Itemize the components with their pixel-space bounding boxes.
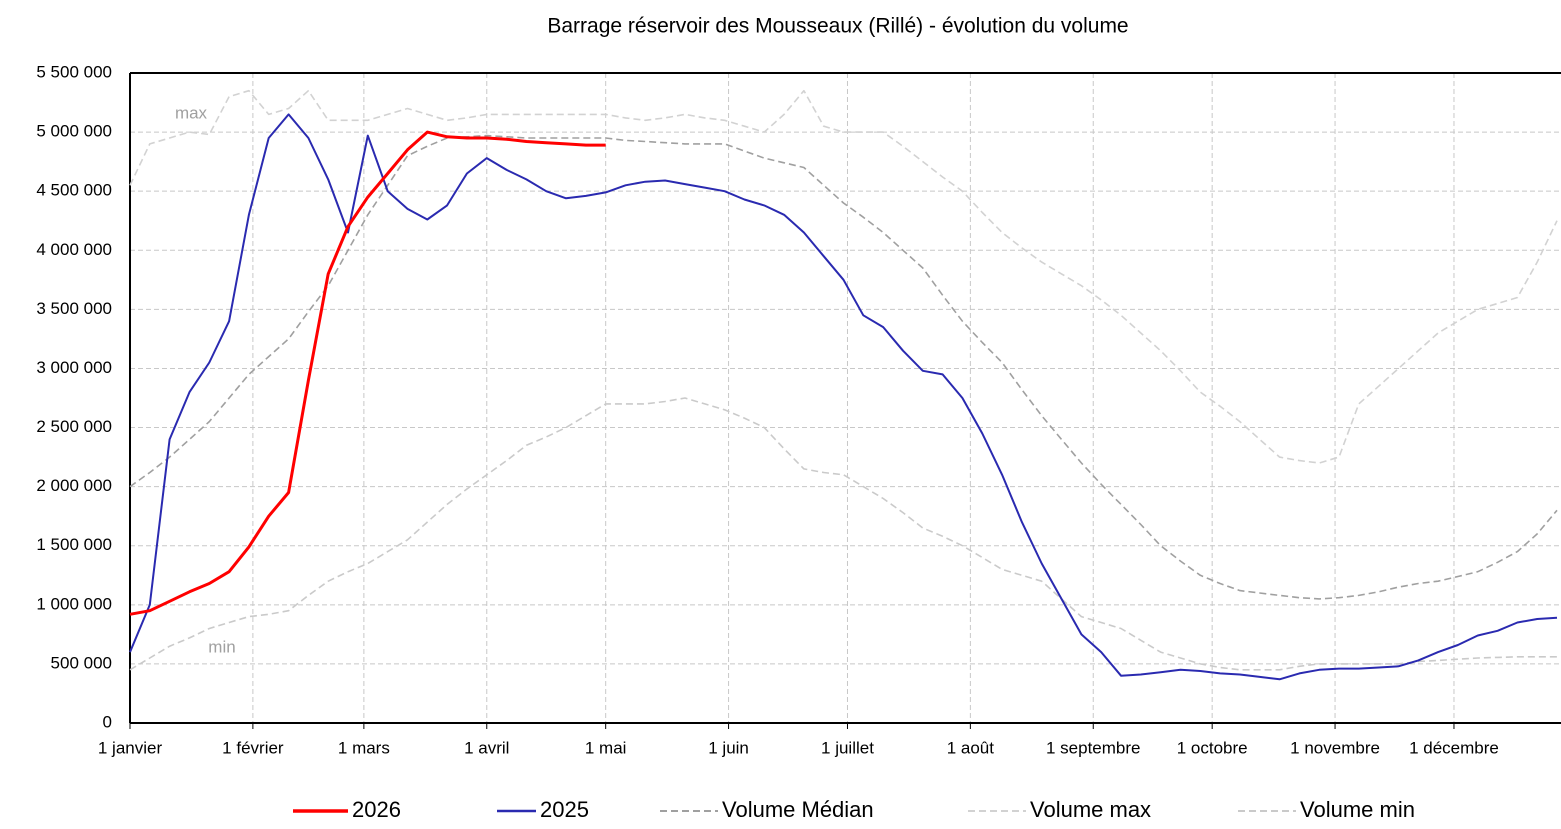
annotation: min	[208, 637, 235, 656]
x-tick-label: 1 septembre	[1046, 738, 1141, 757]
annotation: max	[175, 103, 208, 122]
x-tick-label: 1 mars	[338, 738, 390, 757]
series-line	[129, 113, 1558, 681]
legend-label: 2026	[352, 797, 401, 822]
x-tick-label: 1 juin	[708, 738, 749, 757]
y-tick-label: 4 000 000	[36, 240, 112, 259]
x-tick-label: 1 juillet	[821, 738, 874, 757]
series-line	[129, 134, 1558, 600]
legend-label: Volume max	[1030, 797, 1151, 822]
legend-label: 2025	[540, 797, 589, 822]
x-tick-label: 1 novembre	[1290, 738, 1380, 757]
x-tick-label: 1 août	[947, 738, 995, 757]
y-tick-label: 4 500 000	[36, 181, 112, 200]
legend-label: Volume Médian	[722, 797, 874, 822]
series-line	[129, 130, 606, 616]
y-tick-label: 1 000 000	[36, 594, 112, 613]
y-tick-label: 3 500 000	[36, 299, 112, 318]
y-tick-label: 500 000	[51, 653, 112, 672]
x-tick-label: 1 février	[222, 738, 284, 757]
x-tick-label: 1 octobre	[1177, 738, 1248, 757]
y-tick-label: 1 500 000	[36, 535, 112, 554]
x-tick-label: 1 janvier	[98, 738, 163, 757]
legend-label: Volume min	[1300, 797, 1415, 822]
grid	[129, 72, 1561, 724]
y-tick-label: 2 500 000	[36, 417, 112, 436]
series-line	[129, 89, 1558, 464]
y-tick-label: 5 000 000	[36, 122, 112, 141]
y-tick-label: 5 500 000	[36, 62, 112, 81]
x-tick-label: 1 avril	[464, 738, 509, 757]
y-tick-label: 2 000 000	[36, 476, 112, 495]
x-tick-label: 1 mai	[585, 738, 627, 757]
y-tick-label: 0	[103, 712, 112, 731]
x-tick-label: 1 décembre	[1409, 738, 1499, 757]
chart-title: Barrage réservoir des Mousseaux (Rillé) …	[547, 15, 1128, 38]
series-line	[129, 397, 1557, 671]
y-tick-label: 3 000 000	[36, 358, 112, 377]
